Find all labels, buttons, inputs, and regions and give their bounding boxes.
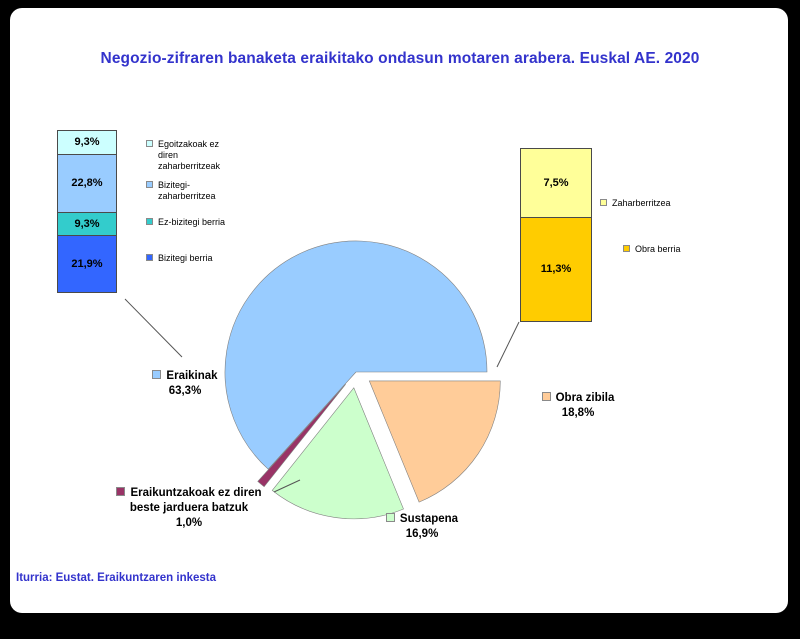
- connector-line-eraikinak: [124, 298, 183, 358]
- pie-slice-0: [224, 240, 488, 470]
- sustapena-marker: [385, 513, 395, 522]
- beste-jarduerak-name: Eraikuntzakoak ez diren beste jarduera b…: [129, 487, 262, 514]
- pie-label-eraikinak: Eraikinak 63,3%: [123, 369, 247, 399]
- legend-entry: Zaharberritzea: [600, 198, 720, 209]
- stacked-bar-0: 9,3% 22,8% 9,3% 21,9%: [57, 130, 117, 293]
- obra-zibila-marker: [541, 392, 551, 401]
- legend-entry: Egoitzakoak ez diren zaharberritzeak: [146, 139, 241, 171]
- legend-marker: [146, 181, 153, 188]
- legend-label: Obra berria: [635, 244, 681, 254]
- obra-zibila-value: 18,8%: [561, 406, 595, 419]
- sustapena-name: Sustapena: [399, 513, 459, 525]
- eraikinak-value: 63,3%: [168, 384, 202, 397]
- eraikinak-name: Eraikinak: [166, 370, 218, 382]
- page-title: Negozio-zifraren banaketa eraikitako ond…: [100, 50, 700, 67]
- pie-slice-1: [368, 380, 501, 503]
- legend-entry: Ez-bizitegi berria: [146, 217, 241, 228]
- legend-entry: Bizitegi berria: [146, 253, 241, 264]
- legend-marker: [623, 245, 630, 252]
- bar-segment-label: 7,5%: [543, 176, 569, 189]
- beste-jarduerak-value: 1,0%: [175, 516, 203, 529]
- bar-segment: 9,3%: [58, 212, 116, 237]
- legend-marker: [600, 199, 607, 206]
- legend-entry: Obra berria: [623, 244, 743, 255]
- legend-entry: Bizitegi-zaharberritzea: [146, 180, 241, 202]
- eraikinak-marker: [152, 370, 162, 379]
- legend-label: Ez-bizitegi berria: [158, 217, 226, 227]
- legend-label: Egoitzakoak ez diren zaharberritzeak: [158, 139, 221, 171]
- bar-segment-label: 21,9%: [71, 258, 103, 271]
- bar-segment-label: 9,3%: [74, 136, 100, 149]
- pie-label-sustapena: Sustapena 16,9%: [362, 512, 482, 542]
- legend-marker: [146, 140, 153, 147]
- bar-segment: 22,8%: [58, 154, 116, 213]
- connector-line-beste-jarduerak: [273, 479, 301, 493]
- source-note: Iturria: Eustat. Eraikuntzaren inkesta: [16, 572, 217, 584]
- connector-line-obra-zibila: [496, 321, 520, 368]
- pie-slice-3: [257, 383, 346, 488]
- beste-jarduerak-marker: [116, 487, 126, 496]
- pie-slice-2: [271, 387, 404, 520]
- pie-label-beste-jarduerak: Eraikuntzakoak ez diren beste jarduera b…: [101, 486, 277, 531]
- bar-segment: 11,3%: [521, 217, 591, 321]
- stacked-bar-1: 7,5% 11,3%: [520, 148, 592, 322]
- bar-segment-label: 9,3%: [74, 217, 100, 230]
- bar-segment-label: 22,8%: [71, 177, 103, 190]
- bar-segment: 7,5%: [521, 149, 591, 218]
- pie-label-obra-zibila: Obra zibila 18,8%: [518, 391, 638, 421]
- legend-label: Bizitegi-zaharberritzea: [158, 180, 216, 201]
- bar-segment: 9,3%: [58, 131, 116, 155]
- legend-label: Bizitegi berria: [158, 253, 213, 263]
- obra-zibila-name: Obra zibila: [555, 392, 615, 404]
- legend-label: Zaharberritzea: [612, 198, 671, 208]
- pie-slices: [224, 240, 501, 520]
- bar-segment-label: 11,3%: [540, 263, 572, 276]
- bar-segment: 21,9%: [58, 236, 116, 292]
- sustapena-value: 16,9%: [405, 527, 439, 540]
- legend-marker: [146, 218, 153, 225]
- legend-marker: [146, 254, 153, 261]
